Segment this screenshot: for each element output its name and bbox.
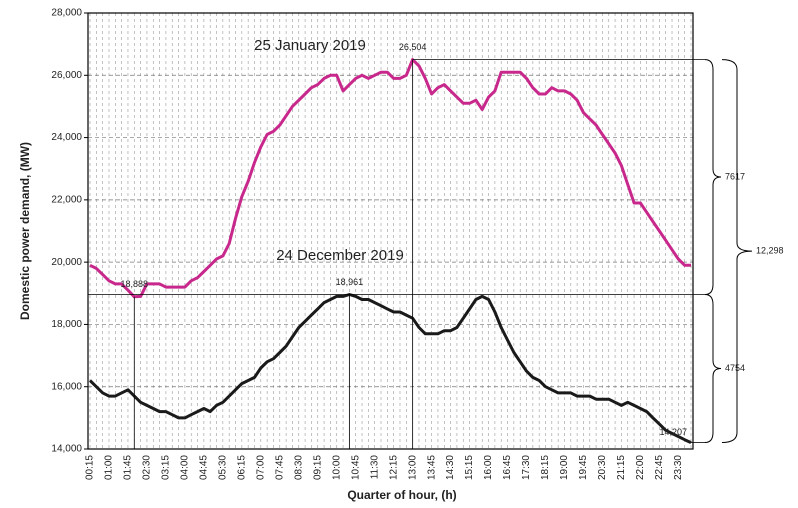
y-tick-label: 18,000 bbox=[51, 319, 82, 330]
series-line bbox=[89, 58, 691, 299]
x-tick-label: 04:45 bbox=[199, 455, 210, 480]
y-tick-label: 26,000 bbox=[51, 70, 82, 81]
x-tick-label: 13:45 bbox=[426, 455, 437, 480]
x-tick-label: 22:45 bbox=[654, 455, 665, 480]
value-label: 14,207 bbox=[659, 427, 687, 437]
bracket bbox=[704, 294, 722, 444]
x-tick-label: 12:15 bbox=[388, 455, 399, 480]
x-tick-label: 03:15 bbox=[161, 455, 172, 480]
x-tick-label: 23:30 bbox=[673, 455, 684, 480]
value-label: 18,888 bbox=[121, 279, 149, 289]
x-tick-label: 08:30 bbox=[293, 455, 304, 480]
bracket-label: 7617 bbox=[725, 171, 745, 181]
plot-frame bbox=[87, 12, 694, 450]
x-tick-label: 01:45 bbox=[123, 455, 134, 480]
x-tick-label: 20:30 bbox=[597, 455, 608, 480]
value-label: 26,504 bbox=[399, 42, 427, 52]
x-tick-label: 04:00 bbox=[180, 455, 191, 480]
x-tick-label: 07:45 bbox=[274, 455, 285, 480]
x-tick-label: 02:30 bbox=[142, 455, 153, 480]
x-tick-label: 19:45 bbox=[578, 455, 589, 480]
x-tick-label: 13:00 bbox=[407, 455, 418, 480]
bracket-label: 12,298 bbox=[756, 245, 784, 255]
x-tick-label: 19:00 bbox=[559, 455, 570, 480]
x-axis-title: Quarter of hour, (h) bbox=[347, 488, 456, 502]
x-tick-label: 10:45 bbox=[350, 455, 361, 480]
y-tick-label: 28,000 bbox=[51, 8, 82, 19]
x-tick-label: 10:00 bbox=[331, 455, 342, 480]
x-tick-label: 16:00 bbox=[483, 455, 494, 480]
x-tick-label: 06:15 bbox=[236, 455, 247, 480]
value-label: 18,961 bbox=[336, 277, 364, 287]
x-tick-label: 00:15 bbox=[85, 455, 96, 480]
x-tick-label: 22:00 bbox=[635, 455, 646, 480]
series-line bbox=[88, 293, 692, 444]
x-tick-label: 15:15 bbox=[464, 455, 475, 480]
series-label: 24 December 2019 bbox=[276, 247, 404, 264]
series-label: 25 January 2019 bbox=[254, 37, 366, 54]
bracket-label: 4754 bbox=[725, 363, 745, 373]
y-tick-label: 14,000 bbox=[51, 444, 82, 455]
x-tick-label: 16:45 bbox=[502, 455, 513, 480]
x-tick-label: 14:30 bbox=[445, 455, 456, 480]
x-tick-label: 11:30 bbox=[369, 455, 380, 480]
bracket bbox=[704, 59, 722, 295]
x-tick-label: 09:15 bbox=[312, 455, 323, 480]
y-tick-label: 20,000 bbox=[51, 257, 82, 268]
x-tick-label: 18:15 bbox=[540, 455, 551, 480]
x-tick-label: 01:00 bbox=[104, 455, 115, 480]
y-axis-title: Domestic power demand, (MW) bbox=[18, 142, 32, 320]
x-tick-label: 05:30 bbox=[217, 455, 228, 480]
y-tick-label: 16,000 bbox=[51, 381, 82, 392]
x-tick-label: 07:00 bbox=[255, 455, 266, 480]
bracket bbox=[721, 59, 753, 444]
x-tick-label: 17:30 bbox=[521, 455, 532, 480]
y-tick-label: 24,000 bbox=[51, 132, 82, 143]
x-tick-label: 21:15 bbox=[616, 455, 627, 480]
y-tick-label: 22,000 bbox=[51, 194, 82, 205]
